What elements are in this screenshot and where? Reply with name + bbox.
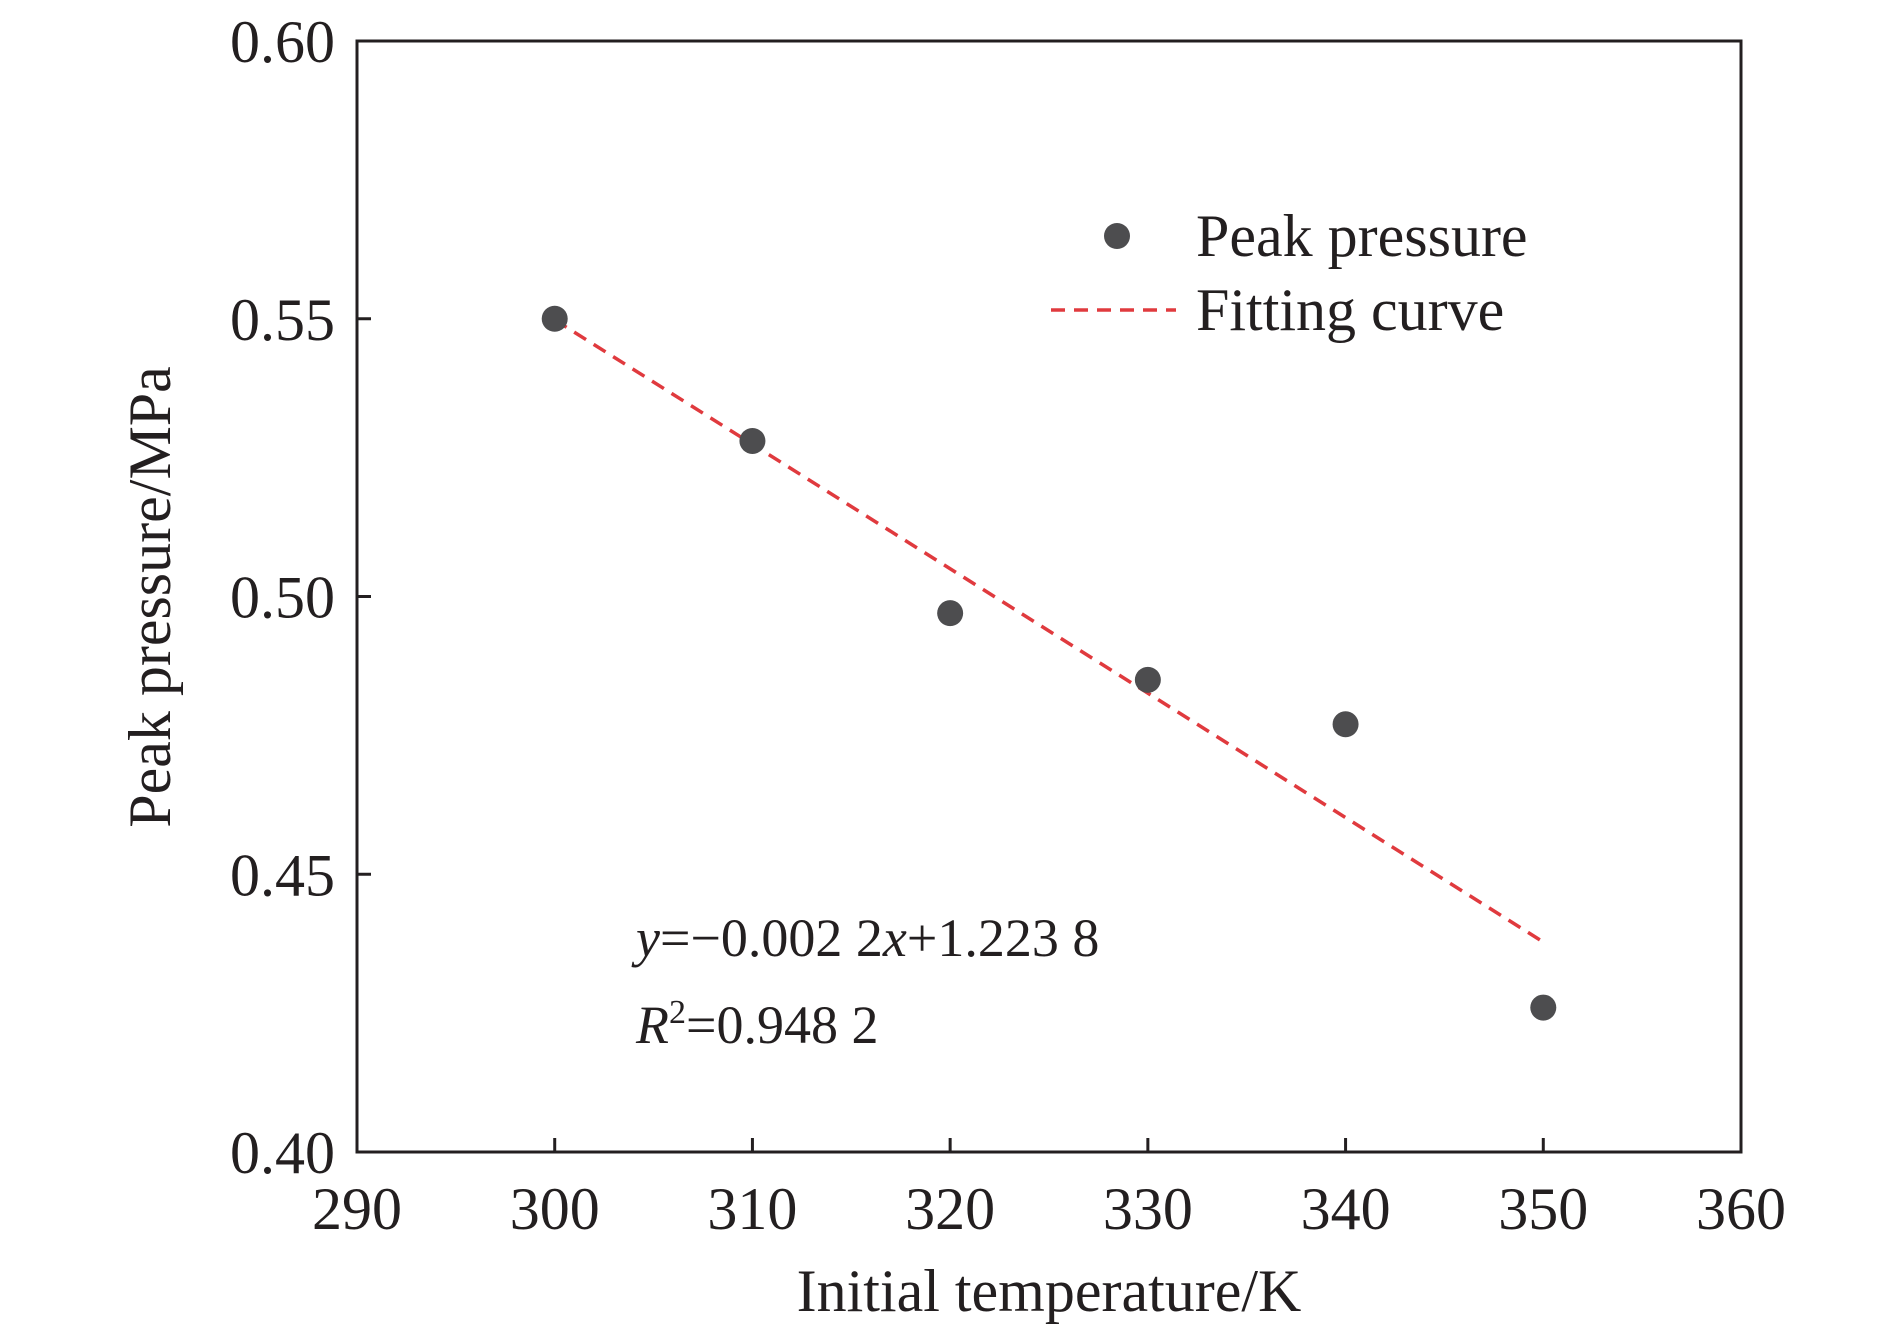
x-tick-label: 340 — [1301, 1176, 1391, 1242]
data-point — [937, 600, 964, 627]
x-tick-label: 300 — [510, 1176, 600, 1242]
legend-label-peak-pressure: Peak pressure — [1196, 203, 1528, 269]
equation-annotation: y=−0.002 2x+1.223 8 — [631, 908, 1099, 968]
x-tick-label: 310 — [707, 1176, 797, 1242]
y-axis-ticks: 0.40 0.45 0.50 0.55 0.60 — [230, 9, 371, 1186]
data-point — [1134, 666, 1161, 693]
data-point — [541, 305, 568, 332]
x-axis-title: Initial temperature/K — [797, 1258, 1302, 1324]
legend-label-fitting-curve: Fitting curve — [1196, 277, 1504, 343]
y-tick-label: 0.55 — [230, 287, 335, 353]
x-axis-ticks: 290 300 310 320 330 340 350 360 — [312, 1138, 1786, 1242]
y-tick-label: 0.50 — [230, 565, 335, 631]
y-tick-label: 0.40 — [230, 1120, 335, 1186]
y-tick-label: 0.45 — [230, 842, 335, 908]
data-point — [1530, 994, 1557, 1021]
x-tick-label: 350 — [1498, 1176, 1588, 1242]
fitting-curve — [553, 318, 1545, 944]
y-axis-title: Peak pressure/MPa — [117, 366, 183, 828]
legend: Peak pressure Fitting curve — [1051, 203, 1528, 343]
x-tick-label: 360 — [1696, 1176, 1786, 1242]
data-points — [541, 305, 1557, 1021]
y-tick-label: 0.60 — [230, 9, 335, 75]
x-tick-label: 330 — [1103, 1176, 1193, 1242]
data-point — [1332, 711, 1359, 738]
legend-marker-peak-pressure — [1104, 223, 1130, 249]
data-point — [739, 427, 766, 454]
plot-frame — [355, 39, 1743, 1154]
x-tick-label: 320 — [905, 1176, 995, 1242]
fitting-curve-line — [553, 318, 1545, 944]
r-squared-annotation: R2=0.948 2 — [635, 994, 878, 1055]
x-tick-label: 290 — [312, 1176, 402, 1242]
